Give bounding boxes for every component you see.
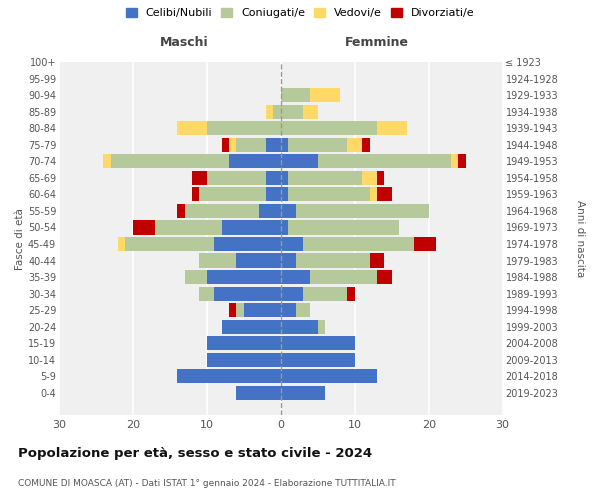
Bar	[259, 204, 281, 218]
Bar	[414, 237, 436, 251]
Bar	[185, 270, 207, 284]
Bar	[281, 303, 296, 317]
Bar	[111, 154, 229, 168]
Bar	[318, 154, 451, 168]
Bar	[177, 369, 281, 383]
Bar	[281, 105, 303, 119]
Bar	[207, 336, 281, 350]
Bar	[214, 237, 281, 251]
Bar	[125, 237, 214, 251]
Bar	[281, 270, 310, 284]
Bar	[236, 303, 244, 317]
Bar	[458, 154, 466, 168]
Bar	[377, 270, 392, 284]
Bar	[103, 154, 111, 168]
Bar	[303, 286, 347, 300]
Bar	[362, 171, 377, 185]
Bar	[310, 270, 377, 284]
Bar	[281, 204, 296, 218]
Bar	[347, 286, 355, 300]
Bar	[118, 237, 125, 251]
Bar	[199, 254, 236, 268]
Bar	[266, 171, 281, 185]
Text: Maschi: Maschi	[160, 36, 209, 49]
Bar	[221, 320, 281, 334]
Bar	[281, 154, 318, 168]
Text: Popolazione per età, sesso e stato civile - 2024: Popolazione per età, sesso e stato civil…	[18, 448, 372, 460]
Y-axis label: Anni di nascita: Anni di nascita	[575, 200, 585, 278]
Text: Femmine: Femmine	[345, 36, 409, 49]
Bar	[214, 286, 281, 300]
Bar	[377, 122, 407, 136]
Bar	[281, 188, 288, 202]
Bar	[281, 336, 355, 350]
Bar	[236, 138, 266, 152]
Bar	[244, 303, 281, 317]
Bar	[192, 188, 199, 202]
Bar	[266, 188, 281, 202]
Bar	[266, 138, 281, 152]
Bar	[207, 270, 281, 284]
Bar	[370, 188, 377, 202]
Bar	[199, 286, 214, 300]
Bar	[281, 237, 303, 251]
Bar	[281, 352, 355, 366]
Bar	[310, 88, 340, 102]
Bar	[274, 105, 281, 119]
Bar	[236, 254, 281, 268]
Bar	[229, 138, 236, 152]
Bar	[281, 386, 325, 400]
Bar	[281, 286, 303, 300]
Bar	[281, 320, 318, 334]
Bar	[281, 122, 377, 136]
Bar	[207, 171, 266, 185]
Bar	[288, 171, 362, 185]
Bar	[192, 171, 207, 185]
Bar	[377, 188, 392, 202]
Bar	[281, 88, 310, 102]
Bar	[177, 122, 207, 136]
Bar	[303, 237, 414, 251]
Bar	[281, 369, 377, 383]
Bar	[229, 154, 281, 168]
Bar	[281, 254, 296, 268]
Bar	[370, 254, 385, 268]
Bar	[288, 188, 370, 202]
Bar	[133, 220, 155, 234]
Bar	[303, 105, 318, 119]
Bar	[281, 171, 288, 185]
Bar	[318, 320, 325, 334]
Bar	[288, 138, 347, 152]
Bar	[296, 204, 429, 218]
Bar	[155, 220, 221, 234]
Bar	[221, 138, 229, 152]
Bar	[281, 138, 288, 152]
Bar	[451, 154, 458, 168]
Bar	[199, 188, 266, 202]
Y-axis label: Fasce di età: Fasce di età	[15, 208, 25, 270]
Bar	[266, 105, 274, 119]
Bar	[281, 220, 288, 234]
Bar	[296, 303, 310, 317]
Bar	[347, 138, 362, 152]
Legend: Celibi/Nubili, Coniugati/e, Vedovi/e, Divorziati/e: Celibi/Nubili, Coniugati/e, Vedovi/e, Di…	[124, 6, 476, 20]
Text: COMUNE DI MOASCA (AT) - Dati ISTAT 1° gennaio 2024 - Elaborazione TUTTITALIA.IT: COMUNE DI MOASCA (AT) - Dati ISTAT 1° ge…	[18, 479, 395, 488]
Bar	[177, 204, 185, 218]
Bar	[236, 386, 281, 400]
Bar	[362, 138, 370, 152]
Bar	[221, 220, 281, 234]
Bar	[296, 254, 370, 268]
Bar	[207, 122, 281, 136]
Bar	[229, 303, 236, 317]
Bar	[185, 204, 259, 218]
Bar	[207, 352, 281, 366]
Bar	[288, 220, 399, 234]
Bar	[377, 171, 385, 185]
